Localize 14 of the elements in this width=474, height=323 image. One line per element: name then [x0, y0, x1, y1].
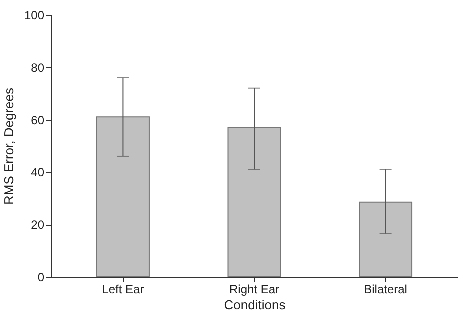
- bar: [359, 202, 413, 278]
- y-tick-label: 40: [31, 166, 45, 180]
- x-tick-label: Right Ear: [229, 282, 280, 296]
- bar: [96, 116, 150, 278]
- x-tick-label: Left Ear: [102, 282, 144, 296]
- x-axis-title: Conditions: [224, 298, 286, 312]
- x-tick-label: Bilateral: [364, 282, 408, 296]
- bar: [228, 127, 282, 278]
- y-axis-title: RMS Error, Degrees: [1, 87, 16, 206]
- y-tick-label: 20: [31, 218, 45, 232]
- y-tick-label: 60: [31, 113, 45, 128]
- y-tick-label: 80: [31, 60, 45, 75]
- y-tick-label: 100: [24, 8, 45, 22]
- y-tick-label: 0: [38, 270, 45, 284]
